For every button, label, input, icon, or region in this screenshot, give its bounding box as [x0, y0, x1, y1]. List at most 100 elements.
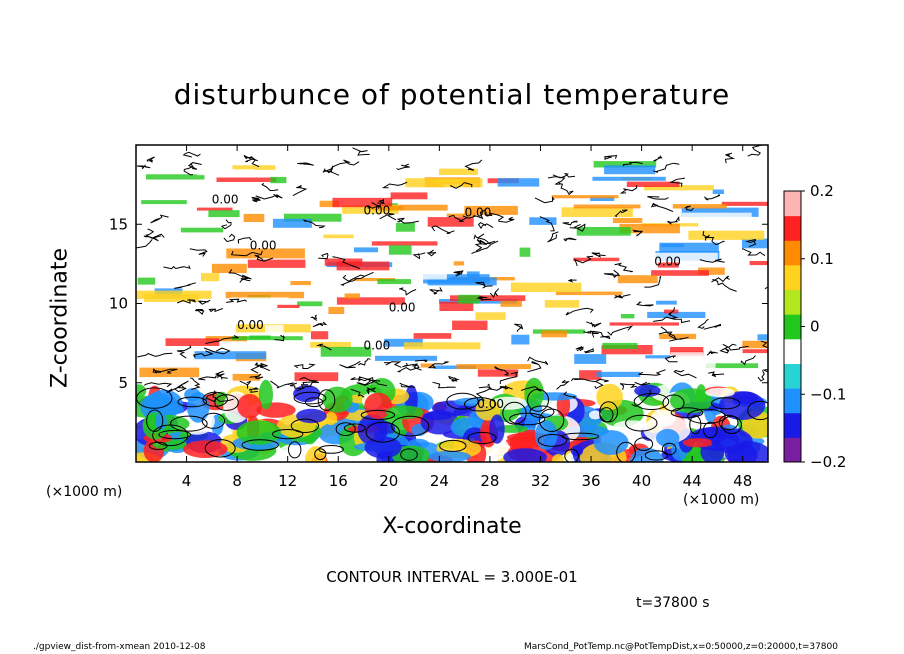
contour-line: [638, 369, 666, 376]
heatmap-strip: [574, 354, 607, 364]
contour-line: [711, 397, 741, 410]
x-tick-label: 4: [182, 472, 192, 490]
contour-line: [136, 164, 151, 170]
contour-line: [289, 382, 309, 390]
y-axis-ticks: 5 10 15: [109, 215, 768, 392]
contour-line: [565, 307, 594, 316]
heatmap-strip: [670, 352, 704, 360]
contour-line: [498, 216, 515, 223]
contour-line: [170, 415, 208, 432]
colorbar-segment: [784, 363, 801, 389]
heatmap-strip: [211, 263, 247, 273]
heatmap-strip: [375, 355, 438, 361]
contour-line: [143, 233, 165, 242]
contour-line: [312, 321, 328, 328]
contour-line: [318, 252, 329, 260]
heatmap-strip: [497, 178, 540, 187]
heatmap-cell: [593, 430, 629, 455]
x-tick-label: 24: [430, 472, 449, 490]
heatmap-strip: [323, 234, 354, 239]
contour-line: [476, 296, 492, 301]
heatmap-cell: [428, 450, 471, 462]
heatmap-strip: [649, 252, 718, 262]
contour-line: [292, 184, 308, 197]
contour-line: [653, 155, 663, 162]
footer-right-text: MarsCond_PotTemp.nc@PotTempDist,x=0:5000…: [524, 642, 838, 652]
heatmap-strip: [682, 212, 752, 218]
contour-line: [214, 394, 239, 411]
contour-line: [324, 169, 340, 176]
contour-line: [569, 223, 586, 232]
contour-line: [563, 391, 576, 400]
contour-line: [475, 281, 493, 289]
heatmap-strip: [749, 261, 768, 266]
contour-line: [476, 233, 487, 245]
heatmap-strip: [294, 372, 339, 382]
y-tick-label: 10: [109, 295, 128, 313]
heatmap-strip: [617, 275, 658, 284]
colorbar-tick-label: −0.1: [810, 385, 846, 403]
contour-line: [467, 431, 497, 445]
contour-line: [703, 421, 718, 439]
contour-line: [661, 442, 677, 456]
heatmap-strip: [757, 334, 768, 341]
heatmap-strip: [742, 340, 768, 349]
heatmap-cell: [385, 405, 424, 420]
heatmap-cell: [682, 438, 714, 448]
heatmap-strip: [449, 295, 526, 302]
heatmap-strip: [452, 320, 488, 330]
contour-line: [703, 323, 722, 330]
contour-line: [562, 220, 578, 226]
contour-line: [350, 376, 381, 382]
heatmap-cell: [364, 436, 402, 459]
heatmap-strip: [165, 338, 220, 346]
contour-line: [174, 282, 196, 289]
contour-line: [619, 185, 638, 194]
heatmap-strip: [656, 300, 677, 305]
heatmap-strip: [390, 192, 428, 200]
contour-line: [431, 225, 455, 234]
heatmap-cell: [656, 428, 680, 448]
contour-line: [239, 380, 252, 389]
heatmap-strip: [529, 217, 557, 225]
heatmap-strip: [660, 243, 684, 248]
x-axis-ticks: 4 8 12 16 20 24 28 32 36 40 44 48: [182, 145, 752, 490]
contour-line: [614, 294, 631, 299]
heatmap-strip: [579, 370, 602, 380]
contour-line: [203, 347, 231, 355]
heatmap-strip: [272, 218, 312, 228]
contour-line: [614, 262, 633, 273]
contour-line: [575, 346, 584, 352]
heatmap-cell: [324, 411, 338, 426]
contour-line: [358, 376, 372, 386]
contour-line: [414, 359, 428, 363]
heatmap-strip: [458, 294, 480, 304]
contour-line: [644, 450, 669, 461]
contour-line: [190, 377, 201, 390]
contour-line: [237, 237, 252, 244]
contour-line: [660, 326, 678, 342]
contour-line: [412, 252, 426, 260]
heatmap-strip: [209, 252, 220, 262]
heatmap-strip: [201, 273, 220, 282]
contour-line: [439, 439, 467, 452]
contour-line: [619, 383, 638, 390]
contour-line: [377, 198, 385, 205]
heatmap-strip: [536, 336, 609, 343]
heatmap-cell: [524, 377, 544, 409]
heatmap-strip: [401, 271, 447, 280]
contour-line: [429, 287, 443, 295]
contour-line: [547, 176, 566, 185]
contour-line: [343, 423, 366, 433]
x-tick-label: 32: [531, 472, 550, 490]
heatmap-strip: [604, 165, 656, 175]
heatmap-strip: [522, 348, 535, 358]
contour-value-label: 0.00: [389, 300, 416, 314]
contour-value-label: 0.00: [237, 318, 264, 332]
contour-line: [366, 386, 377, 395]
heatmap-cell: [305, 446, 327, 462]
contour-line: [198, 299, 211, 305]
heatmap-strip: [707, 321, 768, 332]
heatmap-strip: [475, 312, 506, 320]
contour-lines: [136, 145, 768, 462]
